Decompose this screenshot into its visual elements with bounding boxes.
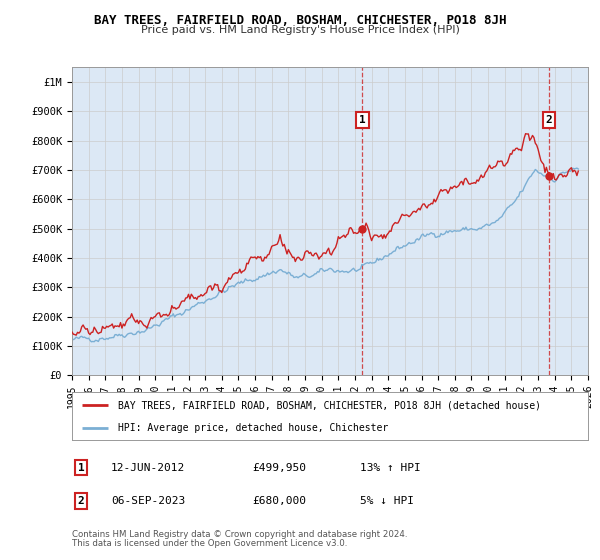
Text: 1: 1 — [359, 115, 366, 125]
Text: BAY TREES, FAIRFIELD ROAD, BOSHAM, CHICHESTER, PO18 8JH: BAY TREES, FAIRFIELD ROAD, BOSHAM, CHICH… — [94, 14, 506, 27]
Text: Contains HM Land Registry data © Crown copyright and database right 2024.: Contains HM Land Registry data © Crown c… — [72, 530, 407, 539]
Text: BAY TREES, FAIRFIELD ROAD, BOSHAM, CHICHESTER, PO18 8JH (detached house): BAY TREES, FAIRFIELD ROAD, BOSHAM, CHICH… — [118, 400, 541, 410]
Text: This data is licensed under the Open Government Licence v3.0.: This data is licensed under the Open Gov… — [72, 539, 347, 548]
Text: £499,950: £499,950 — [252, 463, 306, 473]
Text: 5% ↓ HPI: 5% ↓ HPI — [360, 496, 414, 506]
Text: 2: 2 — [546, 115, 553, 125]
Text: 13% ↑ HPI: 13% ↑ HPI — [360, 463, 421, 473]
Text: 06-SEP-2023: 06-SEP-2023 — [111, 496, 185, 506]
Text: 1: 1 — [77, 463, 85, 473]
Text: 2: 2 — [77, 496, 85, 506]
Text: Price paid vs. HM Land Registry's House Price Index (HPI): Price paid vs. HM Land Registry's House … — [140, 25, 460, 35]
Text: £680,000: £680,000 — [252, 496, 306, 506]
Text: HPI: Average price, detached house, Chichester: HPI: Average price, detached house, Chic… — [118, 423, 389, 433]
Text: 12-JUN-2012: 12-JUN-2012 — [111, 463, 185, 473]
